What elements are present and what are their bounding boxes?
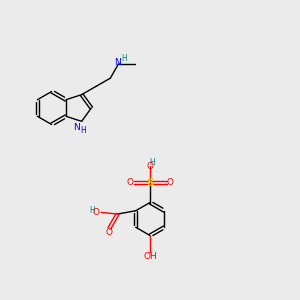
- Text: O: O: [126, 178, 134, 187]
- Text: O: O: [167, 178, 174, 187]
- Text: N: N: [73, 123, 80, 132]
- Text: S: S: [146, 178, 154, 188]
- Text: O: O: [93, 208, 100, 217]
- Text: O: O: [105, 227, 112, 236]
- Text: H: H: [149, 158, 155, 167]
- Text: OH: OH: [143, 252, 157, 261]
- Text: H: H: [121, 54, 127, 63]
- Text: H: H: [81, 126, 86, 135]
- Text: O: O: [146, 162, 153, 171]
- Text: N: N: [114, 58, 121, 67]
- Text: H: H: [89, 206, 95, 215]
